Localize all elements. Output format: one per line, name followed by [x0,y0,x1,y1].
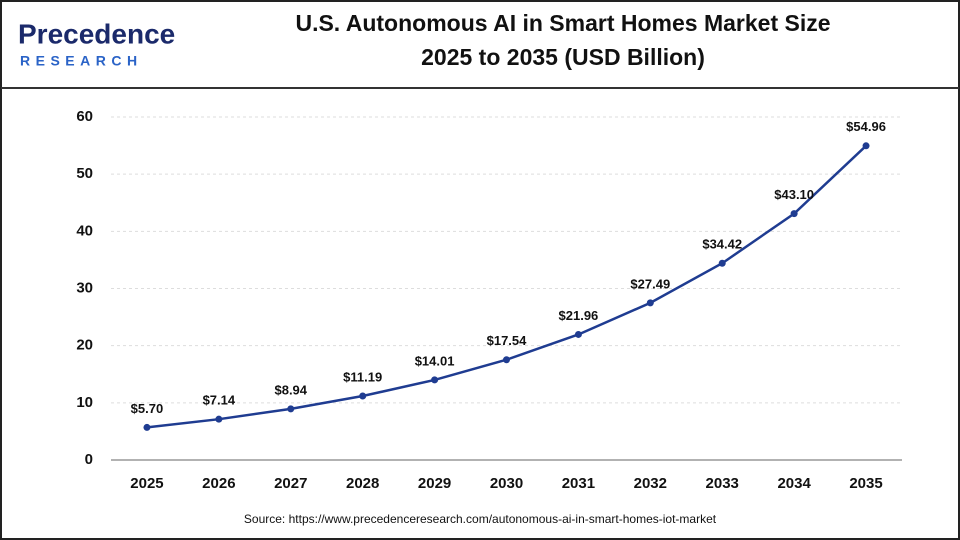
y-tick-label: 0 [85,451,93,468]
value-label: $34.42 [702,237,742,252]
x-tick-label: 2025 [130,475,163,492]
chart-subtitle: 2025 to 2035 (USD Billion) [421,44,705,70]
value-label: $11.19 [343,369,382,384]
point [718,259,726,267]
y-tick-label: 60 [76,108,93,125]
value-label: $7.14 [203,393,236,408]
x-tick-label: 2031 [562,475,595,492]
value-label: $54.96 [846,119,886,134]
point [790,210,798,218]
value-label: $17.54 [487,333,528,348]
value-label: $14.01 [415,353,455,368]
value-label: $27.49 [630,276,670,291]
point [215,415,223,423]
logo-name: Precedence [18,18,175,49]
y-tick-label: 10 [76,394,93,411]
value-label: $8.94 [274,382,307,397]
y-tick-label: 50 [76,165,93,182]
value-label: $5.70 [131,401,164,416]
x-tick-label: 2029 [418,475,451,492]
y-tick-label: 20 [76,337,93,354]
point [287,405,295,413]
x-tick-label: 2033 [706,475,739,492]
y-tick-label: 30 [76,279,93,296]
x-tick-label: 2026 [202,475,235,492]
logo-tagline: RESEARCH [20,53,143,69]
point [862,142,870,150]
point [574,330,582,338]
point [359,392,367,400]
point [646,299,654,307]
x-tick-label: 2034 [777,475,811,492]
x-tick-label: 2035 [849,475,882,492]
value-label: $21.96 [559,308,599,323]
x-tick-label: 2032 [634,475,667,492]
point [431,376,439,384]
value-label: $43.10 [774,187,814,202]
source: Source: https://www.precedenceresearch.c… [244,512,717,526]
point [503,356,510,364]
point [143,423,151,431]
x-tick-label: 2028 [346,475,379,492]
x-tick-label: 2030 [490,475,523,492]
y-tick-label: 40 [76,222,93,239]
chart-title: U.S. Autonomous AI in Smart Homes Market… [295,10,830,36]
x-tick-label: 2027 [274,475,307,492]
